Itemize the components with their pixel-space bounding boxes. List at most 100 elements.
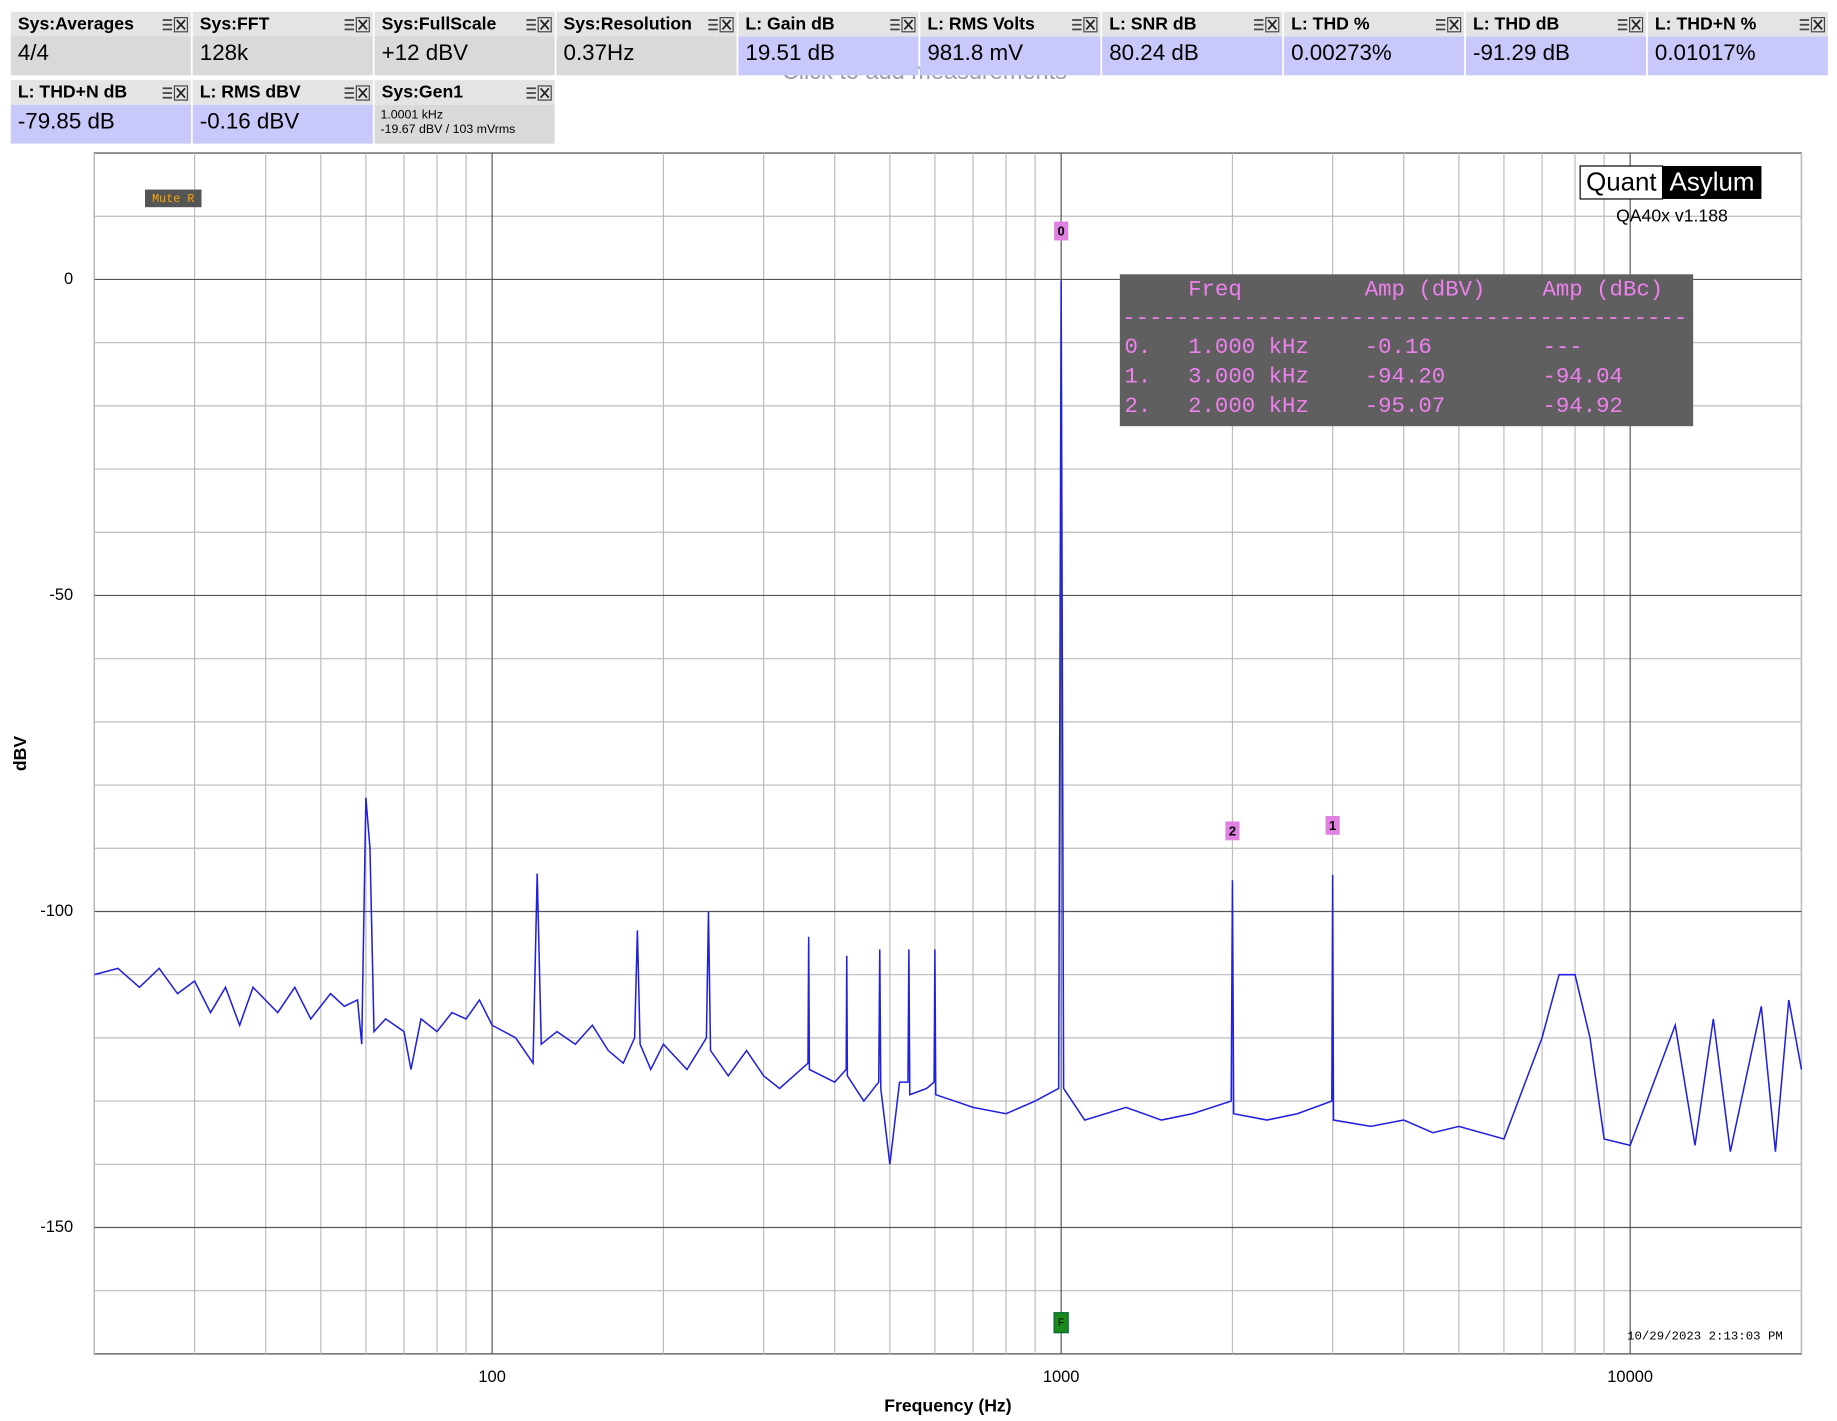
peak-marker[interactable] [1325, 815, 1340, 835]
x-axis-label: Frequency (Hz) [884, 1396, 1011, 1416]
x-tick-label: 10000 [1607, 1368, 1653, 1386]
panel-label: L: SNR dB [1109, 13, 1196, 33]
panel-label: Sys:Gen1 [382, 82, 464, 102]
panel-value-bg[interactable] [1647, 36, 1828, 76]
panel-value-bg[interactable] [10, 36, 191, 76]
close-icon[interactable] [355, 85, 370, 101]
panel-value-bg[interactable] [1102, 36, 1283, 76]
panel-value-bg[interactable] [1465, 36, 1647, 76]
panel-header[interactable] [1102, 11, 1283, 37]
close-icon[interactable] [537, 17, 552, 33]
peak-table-cell: --- [1542, 334, 1582, 360]
close-icon-x[interactable] [1267, 19, 1278, 31]
panel-label: Sys:FullScale [382, 13, 497, 33]
panel-label: L: RMS Volts [927, 13, 1035, 33]
logo-left: Quant [1586, 169, 1657, 197]
close-icon-x[interactable] [176, 87, 186, 99]
panel-label: L: THD dB [1473, 13, 1559, 33]
panel-value: 0.00273% [1291, 40, 1392, 65]
close-icon-x[interactable] [1449, 19, 1459, 31]
panel-value: -91.29 dB [1473, 40, 1570, 65]
panel-value: +12 dBV [382, 40, 468, 65]
panel-header[interactable] [1284, 11, 1465, 37]
close-icon[interactable] [1265, 17, 1280, 33]
panel-label: L: RMS dBV [200, 82, 301, 102]
close-icon-x[interactable] [721, 19, 732, 31]
peak-table-cell: 1. [1125, 364, 1152, 390]
close-icon[interactable] [1083, 17, 1098, 33]
panel-header[interactable] [738, 11, 919, 37]
close-icon[interactable] [537, 85, 552, 101]
fundamental-marker[interactable] [1053, 1312, 1069, 1334]
y-tick-label: 0 [64, 270, 73, 288]
peak-marker-label: 1 [1329, 818, 1336, 833]
close-icon[interactable] [173, 17, 188, 33]
logo-left-box [1579, 165, 1664, 200]
x-tick-label: 1000 [1043, 1368, 1080, 1386]
close-icon-x[interactable] [176, 19, 186, 31]
close-icon-x[interactable] [358, 87, 368, 99]
panel-label: L: THD % [1291, 13, 1370, 33]
panel-label: Sys:FFT [200, 13, 270, 33]
close-icon-x[interactable] [1631, 19, 1641, 31]
y-tick-label: -50 [49, 586, 73, 604]
timestamp: 10/29/2023 2:13:03 PM [1627, 1330, 1783, 1344]
panel-value: 4/4 [18, 40, 49, 65]
close-icon[interactable] [1810, 17, 1826, 33]
panel-value-bg[interactable] [738, 36, 919, 76]
close-icon[interactable] [1629, 17, 1644, 33]
panel-header[interactable] [10, 80, 191, 105]
panel-value: 80.24 dB [1109, 40, 1199, 65]
peak-table-cell: 0. [1125, 334, 1152, 360]
panel-value: -79.85 dB [18, 108, 115, 133]
panel-value: 0.37Hz [564, 40, 635, 65]
close-icon-x[interactable] [903, 19, 914, 31]
panel-header[interactable] [374, 11, 555, 37]
panel-header[interactable] [374, 80, 555, 105]
panel-header[interactable] [10, 11, 191, 37]
panel-label: Sys:Averages [18, 13, 134, 33]
mute-label: Mute R [152, 192, 194, 206]
peak-table-bg [1119, 274, 1694, 427]
y-tick-label: -100 [40, 902, 73, 920]
y-tick-label: -150 [40, 1218, 73, 1236]
panel-header[interactable] [192, 80, 373, 105]
close-icon-x[interactable] [539, 87, 550, 99]
close-icon[interactable] [1447, 17, 1462, 33]
panel-value-bg[interactable] [374, 104, 555, 144]
peak-table-cell: -95.07 [1365, 393, 1446, 419]
peak-marker[interactable] [1225, 821, 1240, 841]
peak-table-cell: -94.04 [1542, 364, 1623, 390]
close-icon-x[interactable] [539, 19, 550, 31]
panel-value-bg[interactable] [1284, 36, 1465, 76]
close-icon[interactable] [173, 85, 188, 101]
panel-header[interactable] [1465, 11, 1647, 37]
close-icon-x[interactable] [1813, 19, 1823, 31]
panel-header[interactable] [920, 11, 1101, 37]
close-icon[interactable] [355, 17, 370, 33]
peak-marker-label: 2 [1229, 823, 1236, 838]
close-icon[interactable] [719, 17, 734, 33]
panel-value: 128k [200, 40, 249, 65]
close-icon[interactable] [901, 17, 916, 33]
panel-value-bg[interactable] [556, 36, 737, 76]
panel-value-bg[interactable] [920, 36, 1101, 76]
panel-value: 981.8 mV [927, 40, 1023, 65]
mute-box [145, 189, 202, 208]
panel-value: -0.16 dBV [200, 108, 300, 133]
panel-label: L: THD+N dB [18, 82, 127, 102]
panel-value-bg[interactable] [192, 104, 373, 144]
close-icon-x[interactable] [1085, 19, 1096, 31]
panel-value-bg[interactable] [10, 104, 191, 144]
panel-label: Sys:Resolution [564, 13, 692, 33]
panel-value-bg[interactable] [192, 36, 373, 76]
panel-value-bg[interactable] [374, 36, 555, 76]
panel-header[interactable] [556, 11, 737, 37]
peak-table-header: Amp (dBV) [1365, 277, 1486, 303]
close-icon-x[interactable] [358, 19, 368, 31]
panel-header[interactable] [192, 11, 373, 37]
panel-header[interactable] [1647, 11, 1828, 37]
panel-value: 0.01017% [1655, 40, 1756, 65]
peak-marker[interactable] [1054, 221, 1069, 241]
